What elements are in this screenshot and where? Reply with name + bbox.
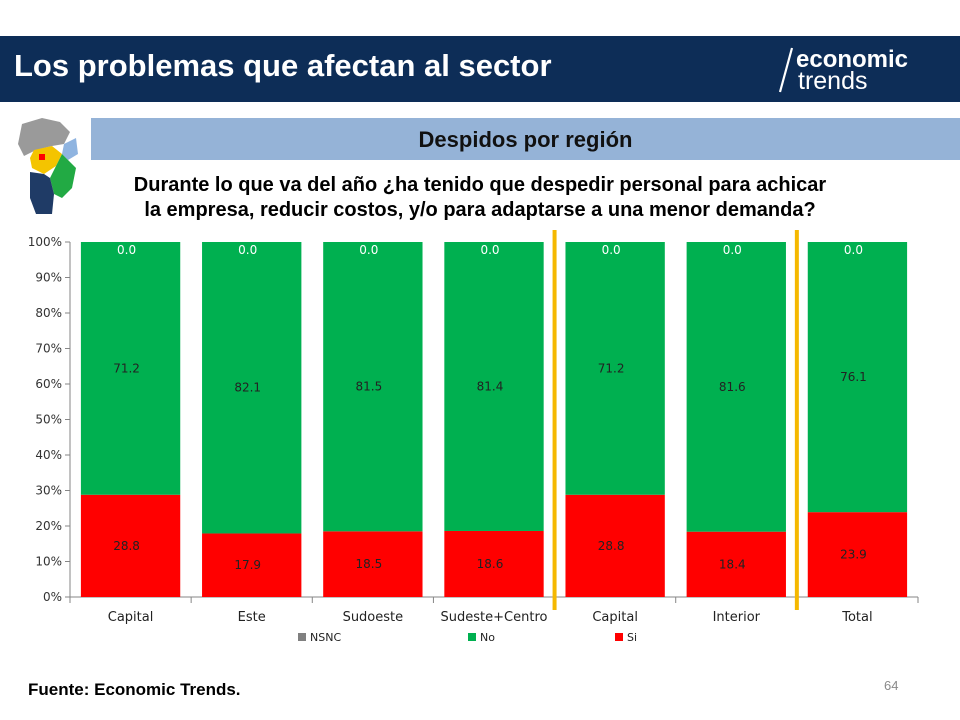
bar-si	[202, 533, 302, 597]
chart-title-line-1: Durante lo que va del año ¿ha tenido que…	[133, 174, 827, 196]
data-label-nsnc: 0.0	[723, 243, 742, 257]
bar-si	[807, 512, 908, 597]
x-tick-label: Este	[238, 610, 266, 625]
chart-title-line-2: la empresa, reducir costos, y/o para ada…	[144, 199, 816, 221]
legend-label-no: No	[480, 631, 495, 644]
x-tick-label: Capital	[592, 610, 638, 625]
data-label-no: 82.1	[234, 381, 261, 395]
y-tick-label: 40%	[35, 448, 62, 462]
y-tick-label: 30%	[35, 484, 62, 498]
x-tick-label: Sudeste+Centro	[441, 610, 548, 625]
bar-no	[80, 242, 181, 495]
data-label-nsnc: 0.0	[844, 243, 863, 257]
bar-no	[444, 242, 544, 531]
page-title: Los problemas que afectan al sector	[14, 48, 552, 83]
data-label-si: 18.6	[477, 557, 504, 571]
legend-swatch-si	[615, 633, 623, 641]
y-tick-label: 20%	[35, 519, 62, 533]
legend-label-nsnc: NSNC	[310, 631, 341, 644]
logo-text-top: economic	[796, 46, 909, 73]
data-label-si: 17.9	[234, 558, 261, 572]
data-label-nsnc: 0.0	[359, 243, 378, 257]
bar-no	[323, 242, 423, 532]
data-label-nsnc: 0.0	[602, 243, 621, 257]
data-label-si: 18.4	[719, 557, 746, 571]
bar-si	[80, 494, 181, 597]
x-tick-label: Sudoeste	[343, 610, 404, 625]
bar-no	[565, 242, 665, 495]
data-label-no: 81.4	[477, 379, 504, 393]
data-label-si: 23.9	[840, 548, 867, 562]
y-tick-label: 100%	[28, 235, 62, 249]
bar-si	[686, 531, 786, 597]
legend-label-si: Si	[627, 631, 637, 644]
logo-text-bottom: trends	[798, 67, 868, 95]
region-map-icon	[18, 118, 78, 214]
legend-swatch-nsnc	[298, 633, 306, 641]
y-tick-label: 10%	[35, 555, 62, 569]
logo-slash-icon	[778, 47, 794, 93]
y-tick-label: 80%	[35, 306, 62, 320]
header-bar: Los problemas que afectan al sector econ…	[0, 36, 960, 102]
y-tick-label: 50%	[35, 413, 62, 427]
data-label-nsnc: 0.0	[238, 243, 257, 257]
data-label-no: 81.5	[355, 380, 382, 394]
bar-si	[565, 494, 665, 597]
data-label-no: 71.2	[113, 361, 140, 375]
x-tick-label: Total	[841, 610, 872, 625]
data-label-no: 76.1	[840, 370, 867, 384]
economic-trends-logo: economic trends	[776, 44, 946, 96]
bar-no	[686, 242, 786, 532]
data-label-nsnc: 0.0	[480, 243, 499, 257]
page-number: 64	[884, 678, 899, 693]
data-label-nsnc: 0.0	[117, 243, 136, 257]
data-label-no: 71.2	[598, 361, 625, 375]
x-tick-label: Capital	[108, 610, 154, 625]
y-tick-label: 70%	[35, 342, 62, 356]
y-tick-label: 90%	[35, 271, 62, 285]
bar-no	[202, 242, 302, 534]
data-label-si: 18.5	[355, 557, 382, 571]
x-tick-label: Interior	[713, 610, 761, 625]
chart-subtitle: Despidos por región	[418, 127, 633, 152]
stacked-bar-chart: 0% 10% 20% 30% 40% 50% 60% 70% 80% 90% 100% 28.8 71.…	[28, 230, 919, 644]
y-tick-label: 0%	[43, 590, 62, 604]
legend-swatch-no	[468, 633, 476, 641]
subtitle-bar: Despidos por región	[91, 118, 960, 160]
bar-no	[807, 242, 908, 513]
y-tick-label: 60%	[35, 377, 62, 391]
data-label-no: 81.6	[719, 380, 746, 394]
data-label-si: 28.8	[113, 539, 140, 553]
source-note: Fuente: Economic Trends.	[28, 680, 241, 699]
bar-si	[444, 530, 544, 597]
chart-title: Durante lo que va del año ¿ha tenido que…	[80, 173, 880, 223]
bar-si	[323, 531, 423, 597]
data-label-si: 28.8	[598, 539, 625, 553]
